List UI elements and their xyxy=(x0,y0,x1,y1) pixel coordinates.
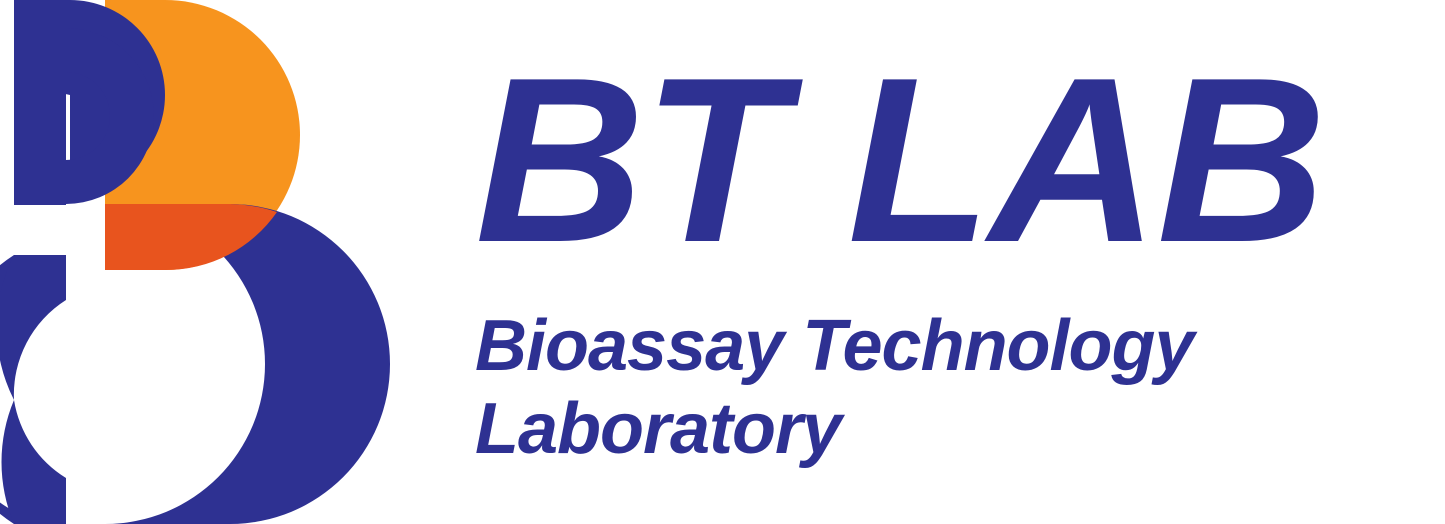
logo-mark xyxy=(0,0,420,524)
brand-main-title: BT LAB xyxy=(475,42,1325,277)
subtitle-line2: Laboratory xyxy=(475,389,841,469)
logo-bottomleft-arc2 xyxy=(0,255,66,400)
brand-subtitle: Bioassay Technology Laboratory xyxy=(475,305,1325,471)
logo-text-block: BT LAB Bioassay Technology Laboratory xyxy=(420,0,1325,471)
logo-bottomleft-arc3 xyxy=(1,400,66,524)
subtitle-line1: Bioassay Technology xyxy=(475,306,1194,386)
logo-container: BT LAB Bioassay Technology Laboratory xyxy=(0,0,1445,524)
